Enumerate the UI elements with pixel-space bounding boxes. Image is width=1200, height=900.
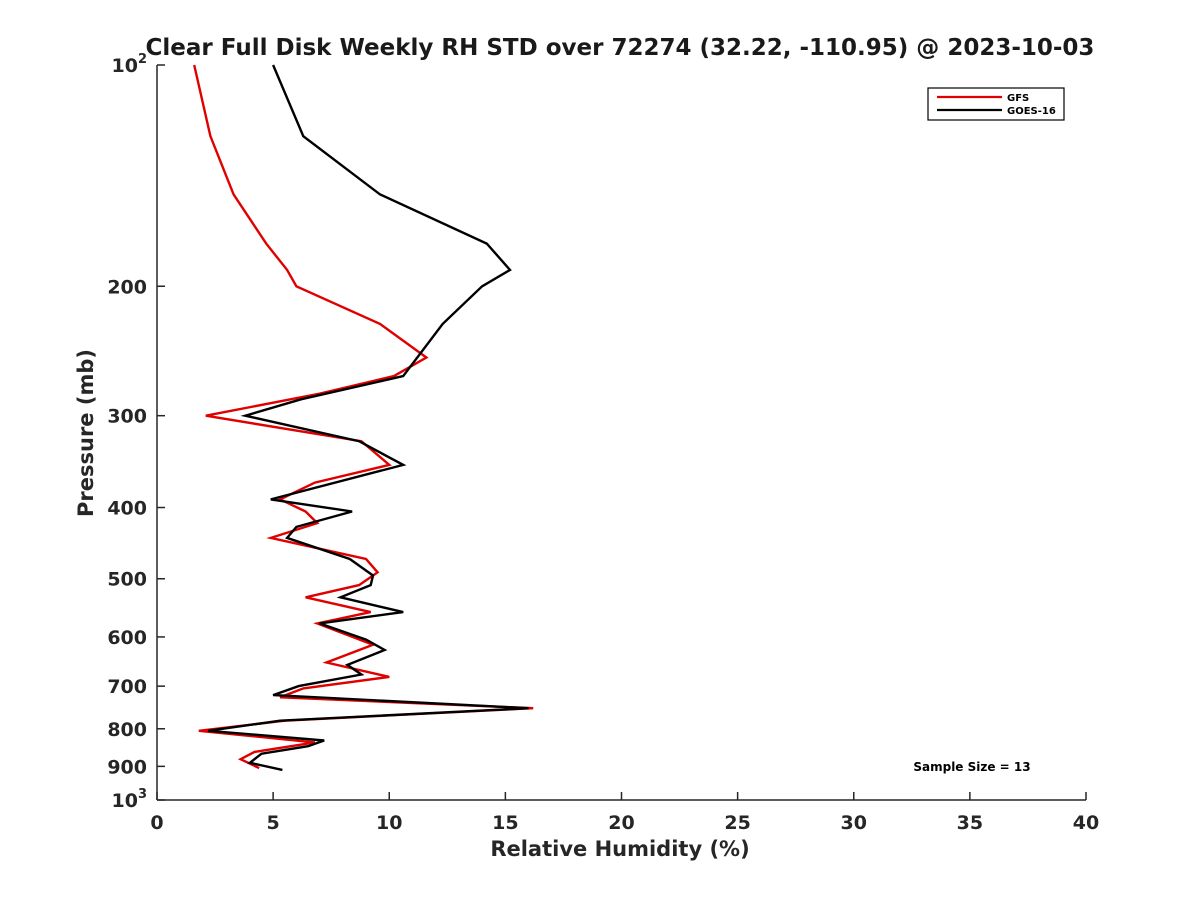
y-tick-label: 300: [107, 406, 147, 428]
x-tick-label: 5: [267, 812, 280, 834]
y-tick-label: 200: [107, 276, 147, 298]
y-tick-label: 700: [107, 676, 147, 698]
y-tick-group: 102 200 300 400 500 600 700 800 900 103: [107, 52, 165, 812]
x-tick-label: 35: [957, 812, 983, 834]
y-tick-label: 400: [107, 498, 147, 520]
chart-title: Clear Full Disk Weekly RH STD over 72274…: [146, 35, 1095, 61]
y-tick-label: 600: [107, 627, 147, 649]
y-tick-label: 102: [112, 52, 148, 77]
x-tick-label: 20: [608, 812, 634, 834]
x-tick-label: 40: [1073, 812, 1099, 834]
axes-frame: [156, 65, 1086, 801]
x-tick-label: 30: [841, 812, 867, 834]
y-axis-label: Pressure (mb): [74, 349, 98, 517]
y-tick-label: 500: [107, 569, 147, 591]
x-tick-label: 0: [150, 812, 163, 834]
x-tick-label: 10: [376, 812, 402, 834]
series-line-goes16: [207, 64, 529, 772]
x-tick-group: 0 5 10 15 20 25 30 35 40: [150, 792, 1099, 834]
x-tick-label: 25: [724, 812, 750, 834]
legend-label-goes16: GOES-16: [1007, 106, 1056, 117]
plot-series-layer: [193, 64, 534, 772]
y-tick-label: 800: [107, 719, 147, 741]
x-tick-label: 15: [492, 812, 518, 834]
legend-box: [927, 87, 1065, 121]
y-tick-label: 900: [107, 756, 147, 778]
legend-label-gfs: GFS: [1007, 93, 1029, 104]
legend: GFS GOES-16: [927, 87, 1065, 121]
sample-size-annotation: Sample Size = 13: [913, 760, 1030, 774]
y-tick-label: 103: [112, 787, 148, 812]
x-axis-label: Relative Humidity (%): [490, 837, 749, 861]
